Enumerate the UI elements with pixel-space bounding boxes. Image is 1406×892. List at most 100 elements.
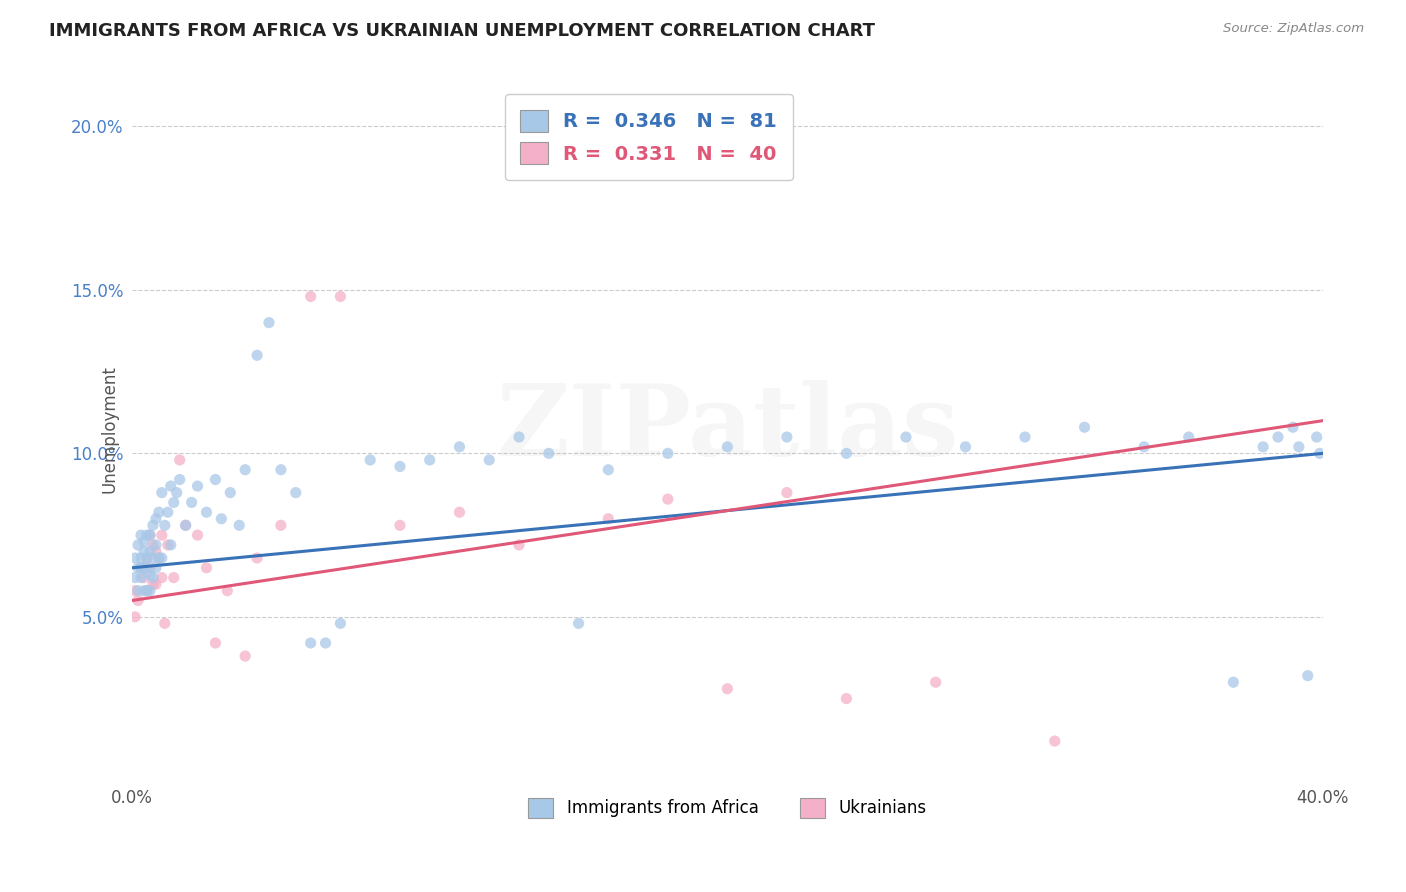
Point [187,479,209,493]
Point [419,453,441,467]
Point [1133,440,1156,454]
Point [537,446,560,460]
Point [299,636,322,650]
Point [136,583,159,598]
Point [169,453,191,467]
Point [174,518,197,533]
Point [163,571,186,585]
Point [136,551,159,566]
Y-axis label: Unemployment: Unemployment [100,365,118,492]
Point [1251,440,1274,454]
Text: IMMIGRANTS FROM AFRICA VS UKRAINIAN UNEMPLOYMENT CORRELATION CHART: IMMIGRANTS FROM AFRICA VS UKRAINIAN UNEM… [49,22,875,40]
Point [145,561,167,575]
Point [1305,430,1327,444]
Point [388,518,411,533]
Point [136,561,159,575]
Point [150,528,173,542]
Point [449,505,471,519]
Point [1014,430,1036,444]
Point [169,473,191,487]
Point [209,512,232,526]
Point [163,495,186,509]
Point [139,528,162,542]
Point [129,561,152,575]
Point [233,649,256,664]
Point [955,440,977,454]
Point [315,636,337,650]
Point [776,485,799,500]
Point [329,616,352,631]
Point [136,528,159,542]
Point [148,551,170,566]
Point [142,551,165,566]
Point [145,544,167,558]
Point [716,440,738,454]
Point [127,561,149,575]
Point [284,485,307,500]
Point [508,538,530,552]
Point [148,551,170,566]
Point [132,561,155,575]
Point [187,528,209,542]
Point [159,479,181,493]
Point [359,453,381,467]
Point [153,518,176,533]
Point [246,551,269,566]
Point [1073,420,1095,434]
Point [145,538,167,552]
Point [150,551,173,566]
Point [127,538,149,552]
Point [270,518,292,533]
Point [449,440,471,454]
Text: Source: ZipAtlas.com: Source: ZipAtlas.com [1223,22,1364,36]
Point [1222,675,1244,690]
Point [139,544,162,558]
Point [299,289,322,303]
Point [180,495,202,509]
Point [156,538,179,552]
Point [174,518,197,533]
Point [195,505,218,519]
Point [204,473,226,487]
Point [139,583,162,598]
Point [145,512,167,526]
Point [233,463,256,477]
Point [153,616,176,631]
Point [217,583,239,598]
Point [129,571,152,585]
Point [657,446,679,460]
Point [132,534,155,549]
Point [142,571,165,585]
Point [127,583,149,598]
Point [1282,420,1305,434]
Point [132,583,155,598]
Point [1043,734,1066,748]
Point [657,492,679,507]
Point [598,512,620,526]
Point [145,577,167,591]
Point [204,636,226,650]
Point [124,571,146,585]
Point [132,544,155,558]
Point [925,675,948,690]
Point [270,463,292,477]
Point [219,485,242,500]
Point [159,538,181,552]
Point [257,316,280,330]
Point [1267,430,1289,444]
Point [150,485,173,500]
Legend: Immigrants from Africa, Ukrainians: Immigrants from Africa, Ukrainians [522,791,934,825]
Point [156,505,179,519]
Point [776,430,799,444]
Point [508,430,530,444]
Point [598,463,620,477]
Point [835,691,858,706]
Point [166,485,188,500]
Point [835,446,858,460]
Point [139,528,162,542]
Point [142,518,165,533]
Point [329,289,352,303]
Point [142,577,165,591]
Point [136,551,159,566]
Point [148,505,170,519]
